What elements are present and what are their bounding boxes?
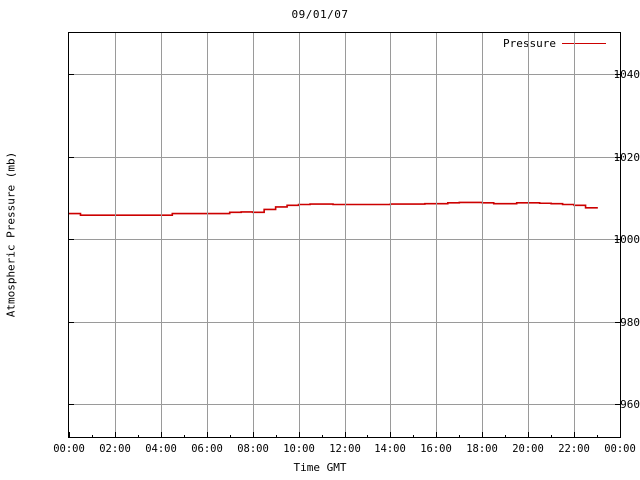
x-axis-minor-tick-mark	[184, 435, 185, 438]
y-axis-tick-mark	[68, 74, 74, 75]
x-axis-tick-label: 12:00	[329, 443, 361, 455]
x-axis-minor-tick-mark	[276, 435, 277, 438]
gridline-vertical	[574, 33, 575, 437]
x-axis-tick-label: 06:00	[191, 443, 223, 455]
y-axis-tick-label: 960	[620, 398, 640, 411]
x-axis-minor-tick-mark	[322, 435, 323, 438]
y-axis-tick-mark-right	[615, 74, 621, 75]
x-axis-tick-label: 00:00	[53, 443, 85, 455]
y-axis-label-container: Atmospheric Pressure (mb)	[0, 0, 18, 480]
chart-title: 09/01/07	[291, 8, 349, 21]
x-axis-minor-tick-mark	[92, 435, 93, 438]
x-axis-minor-tick-mark	[230, 435, 231, 438]
x-axis-tick-label: 22:00	[558, 443, 590, 455]
x-axis-minor-tick-mark	[505, 435, 506, 438]
x-axis-tick-mark	[161, 432, 162, 438]
legend-label-pressure: Pressure	[503, 37, 556, 50]
x-axis-tick-label: 02:00	[99, 443, 131, 455]
x-axis-tick-mark	[436, 432, 437, 438]
y-axis-tick-mark	[68, 404, 74, 405]
x-axis-tick-mark	[528, 432, 529, 438]
y-axis-tick-mark-right	[615, 322, 621, 323]
series-pressure-line	[69, 201, 598, 217]
x-axis-tick-mark	[69, 432, 70, 438]
gridline-vertical	[482, 33, 483, 437]
x-axis-tick-label: 00:00	[604, 443, 636, 455]
y-axis-tick-label: 1000	[613, 233, 640, 246]
x-axis-tick-mark	[390, 432, 391, 438]
x-axis-tick-label: 16:00	[420, 443, 452, 455]
x-axis-tick-label: 14:00	[374, 443, 406, 455]
gridline-vertical	[436, 33, 437, 437]
gridline-horizontal	[69, 239, 620, 240]
x-axis-minor-tick-mark	[551, 435, 552, 438]
x-axis-tick-mark	[482, 432, 483, 438]
x-axis-minor-tick-mark	[367, 435, 368, 438]
gridline-horizontal	[69, 404, 620, 405]
plot-area: Pressure	[68, 32, 621, 438]
x-axis-tick-mark	[253, 432, 254, 438]
x-axis-tick-mark	[207, 432, 208, 438]
gridline-vertical	[115, 33, 116, 437]
legend: Pressure	[503, 37, 606, 50]
gridline-vertical	[528, 33, 529, 437]
gridline-horizontal	[69, 157, 620, 158]
gridline-horizontal	[69, 322, 620, 323]
x-axis-minor-tick-mark	[459, 435, 460, 438]
y-axis-tick-label: 1020	[613, 151, 640, 164]
x-axis-minor-tick-mark	[413, 435, 414, 438]
y-axis-tick-mark-right	[615, 239, 621, 240]
gridline-horizontal	[69, 74, 620, 75]
x-axis-tick-mark	[115, 432, 116, 438]
y-axis-tick-label: 980	[620, 316, 640, 329]
x-axis-minor-tick-mark	[138, 435, 139, 438]
y-axis-tick-mark	[68, 239, 74, 240]
x-axis-minor-tick-mark	[597, 435, 598, 438]
y-axis-tick-mark-right	[615, 404, 621, 405]
y-axis-tick-label: 1040	[613, 68, 640, 81]
x-axis-tick-mark	[620, 432, 621, 438]
gridline-vertical	[207, 33, 208, 437]
gridline-vertical	[345, 33, 346, 437]
x-axis-tick-label: 20:00	[512, 443, 544, 455]
legend-line-sample-icon	[562, 43, 606, 44]
x-axis-tick-mark	[345, 432, 346, 438]
gridline-vertical	[299, 33, 300, 437]
y-axis-label: Atmospheric Pressure (mb)	[4, 151, 18, 318]
y-axis-tick-mark	[68, 157, 74, 158]
y-axis-tick-mark-right	[615, 157, 621, 158]
x-axis-label: Time GMT	[293, 461, 347, 474]
x-axis-tick-label: 10:00	[283, 443, 315, 455]
x-axis-tick-label: 18:00	[466, 443, 498, 455]
gridline-vertical	[161, 33, 162, 437]
gridline-vertical	[253, 33, 254, 437]
x-axis-tick-label: 04:00	[145, 443, 177, 455]
gridline-vertical	[390, 33, 391, 437]
data-series-layer	[69, 201, 598, 217]
x-axis-tick-label: 08:00	[237, 443, 269, 455]
x-axis-tick-mark	[574, 432, 575, 438]
x-axis-tick-mark	[299, 432, 300, 438]
y-axis-tick-mark	[68, 322, 74, 323]
